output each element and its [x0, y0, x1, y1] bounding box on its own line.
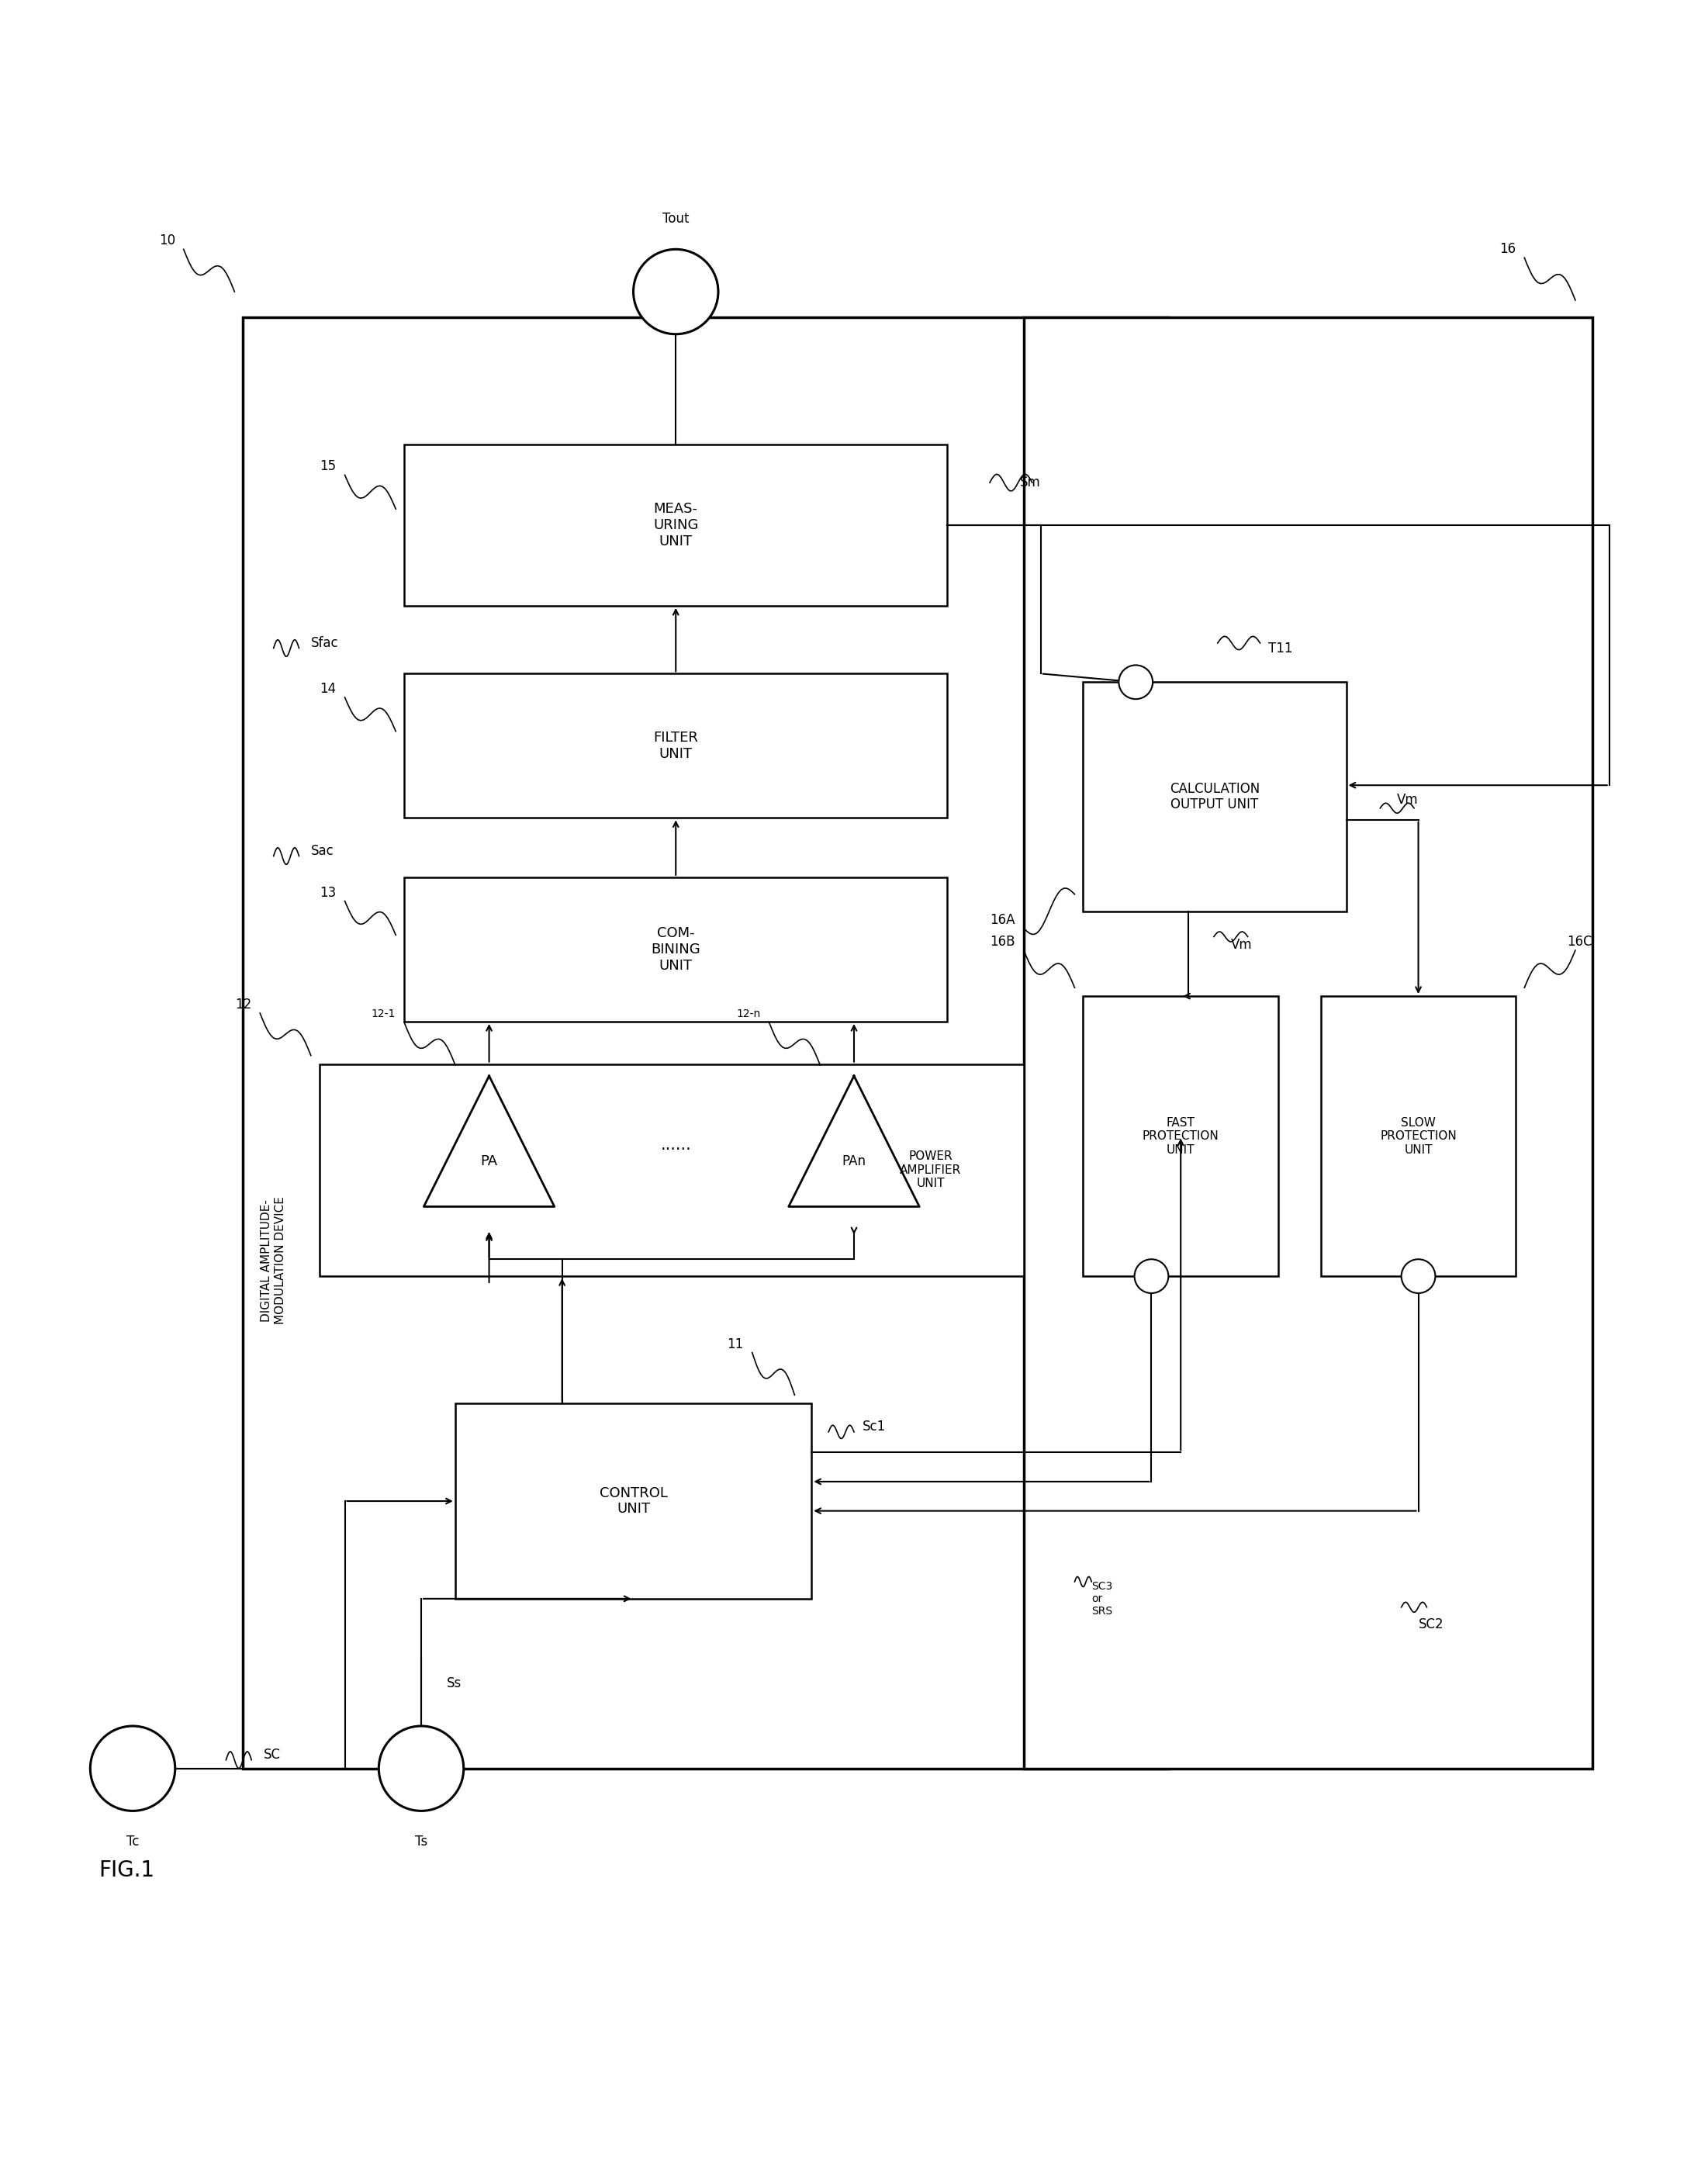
- Text: Vm: Vm: [1397, 793, 1419, 806]
- Circle shape: [1119, 666, 1153, 698]
- Text: Sc1: Sc1: [863, 1420, 886, 1433]
- Bar: [405, 675, 948, 817]
- Bar: [405, 878, 948, 1023]
- Text: 16: 16: [1500, 242, 1517, 257]
- Text: PAn: PAn: [842, 1155, 866, 1170]
- Text: SC3
or
SRS: SC3 or SRS: [1091, 1580, 1112, 1617]
- Text: Vm: Vm: [1231, 938, 1252, 951]
- Text: COM-
BINING
UNIT: COM- BINING UNIT: [651, 925, 700, 973]
- Text: DIGITAL AMPLITUDE-
MODULATION DEVICE: DIGITAL AMPLITUDE- MODULATION DEVICE: [261, 1196, 287, 1325]
- Text: Sac: Sac: [311, 843, 335, 858]
- Bar: [1320, 997, 1517, 1276]
- Text: 16A: 16A: [991, 912, 1015, 927]
- Bar: [405, 445, 948, 605]
- Bar: [454, 1403, 811, 1598]
- Text: T11: T11: [1269, 642, 1293, 655]
- Text: 12: 12: [236, 997, 251, 1012]
- Text: CALCULATION
OUTPUT UNIT: CALCULATION OUTPUT UNIT: [1170, 783, 1261, 811]
- Text: POWER
AMPLIFIER
UNIT: POWER AMPLIFIER UNIT: [900, 1150, 962, 1189]
- Text: FIG.1: FIG.1: [99, 1859, 155, 1881]
- Text: SC2: SC2: [1418, 1617, 1443, 1630]
- Text: ......: ......: [661, 1137, 692, 1152]
- Text: Sm: Sm: [1020, 476, 1040, 489]
- Text: 12-n: 12-n: [736, 1007, 760, 1018]
- Text: Sfac: Sfac: [311, 636, 338, 651]
- Text: FAST
PROTECTION
UNIT: FAST PROTECTION UNIT: [1143, 1118, 1220, 1155]
- Text: PA: PA: [480, 1155, 497, 1170]
- Text: 16C: 16C: [1566, 934, 1592, 949]
- Bar: [1083, 997, 1278, 1276]
- Circle shape: [91, 1725, 176, 1812]
- Text: FILTER
UNIT: FILTER UNIT: [654, 731, 699, 761]
- Text: Ss: Ss: [447, 1676, 461, 1691]
- Text: CONTROL
UNIT: CONTROL UNIT: [600, 1485, 668, 1516]
- Text: 12-1: 12-1: [371, 1007, 396, 1018]
- Text: 11: 11: [728, 1336, 743, 1351]
- Text: 14: 14: [319, 681, 336, 696]
- Text: SLOW
PROTECTION
UNIT: SLOW PROTECTION UNIT: [1380, 1118, 1457, 1155]
- Circle shape: [1134, 1258, 1168, 1293]
- Text: Tout: Tout: [663, 212, 688, 225]
- Bar: [319, 1064, 1023, 1276]
- Text: Tc: Tc: [126, 1836, 138, 1849]
- Text: 13: 13: [319, 886, 336, 899]
- Circle shape: [1401, 1258, 1435, 1293]
- Text: MEAS-
URING
UNIT: MEAS- URING UNIT: [652, 502, 699, 549]
- Text: 15: 15: [319, 461, 336, 473]
- Bar: [1083, 681, 1346, 910]
- Text: 16B: 16B: [991, 934, 1015, 949]
- Text: SC: SC: [263, 1747, 280, 1762]
- Bar: [243, 318, 1168, 1769]
- Text: 10: 10: [159, 233, 176, 249]
- Text: Ts: Ts: [415, 1836, 427, 1849]
- Circle shape: [379, 1725, 463, 1812]
- Circle shape: [634, 249, 719, 335]
- Bar: [1023, 318, 1592, 1769]
